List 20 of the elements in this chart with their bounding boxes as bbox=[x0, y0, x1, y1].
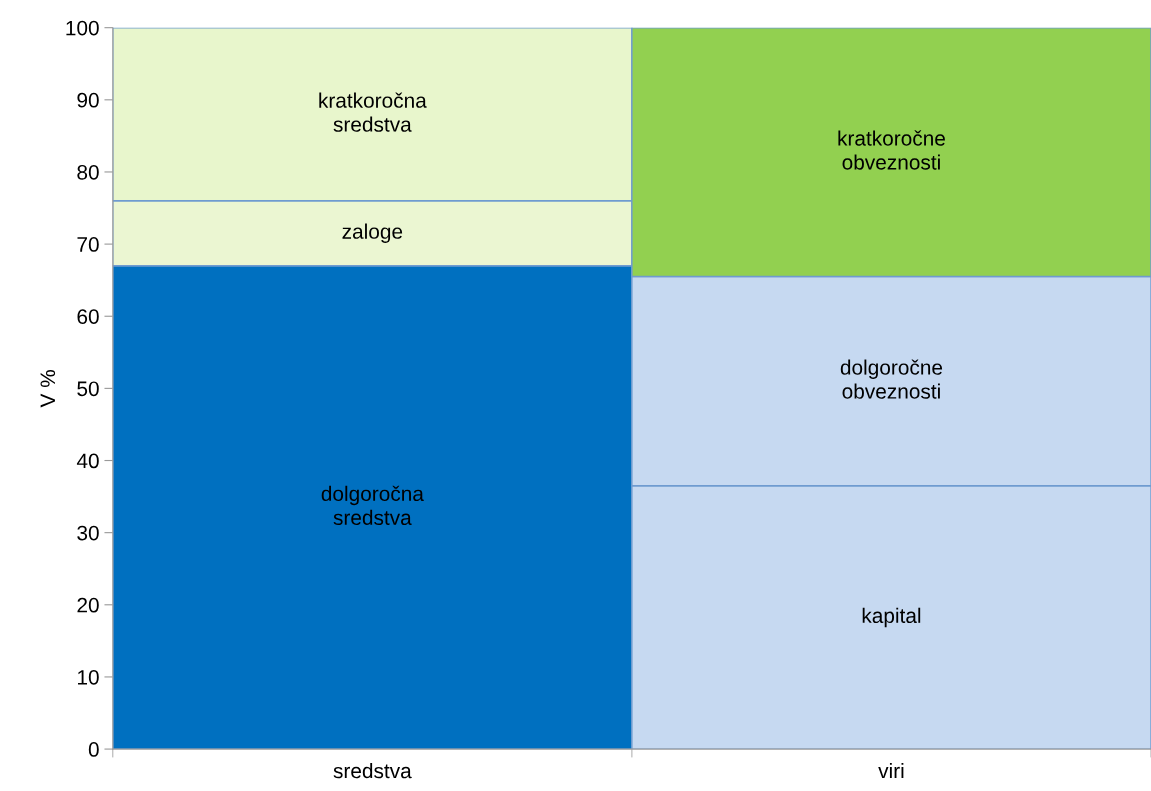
y-tick-label: 60 bbox=[77, 309, 99, 324]
y-tick-label: 40 bbox=[76, 453, 99, 469]
y-tick-label: 100 bbox=[66, 20, 99, 36]
series-label: dolgoročne obveznosti bbox=[840, 359, 943, 399]
y-tick-label: 50 bbox=[77, 381, 99, 397]
y-tick-label: 30 bbox=[77, 525, 99, 541]
x-tick-label: viri bbox=[878, 762, 904, 779]
series-label: kapital bbox=[862, 607, 921, 628]
series-label: dolgoročna sredstva bbox=[321, 485, 424, 526]
y-tick-label: 0 bbox=[88, 742, 99, 757]
y-tick-label: 10 bbox=[78, 669, 99, 685]
y-axis-title: V % bbox=[40, 370, 56, 408]
y-tick-label: 90 bbox=[77, 92, 99, 108]
series-label: zaloge bbox=[342, 223, 403, 243]
series-label: kratkoročne obveznosti bbox=[838, 130, 945, 170]
y-tick-label: 70 bbox=[77, 237, 99, 252]
x-tick-label: sredstva bbox=[333, 762, 412, 779]
y-tick-label: 80 bbox=[77, 164, 99, 180]
series-label: kratkoročna sredstva bbox=[319, 92, 427, 132]
y-tick-label: 20 bbox=[77, 597, 99, 613]
